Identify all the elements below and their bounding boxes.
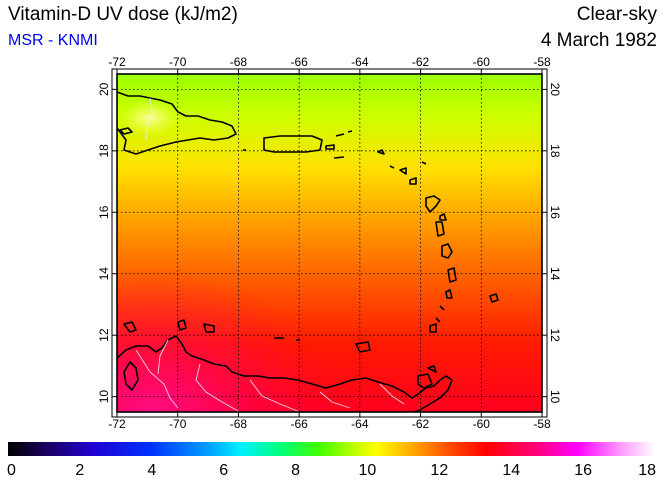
grenadines (435, 305, 445, 323)
credit-label: MSR - KNMI (8, 32, 98, 49)
colorbar-tick-label: 8 (291, 462, 300, 479)
st-vincent (445, 289, 453, 299)
vieques-island (325, 144, 335, 150)
margarita (355, 341, 371, 353)
map-outer-frame (111, 68, 548, 418)
map-axis-labels: -72 -72 -70 -70 -68 -68 -66 -66 -64 -64 -62 -62 -60 -… (97, 55, 562, 431)
colorbar-ticks: 0 2 4 6 8 10 12 14 16 18 (7, 462, 656, 479)
lat-label-right: 12 (548, 329, 562, 343)
colorbar-tick-label: 16 (574, 462, 592, 479)
lat-label-left: 20 (97, 82, 111, 96)
lon-label-bottom: -58 (533, 417, 551, 431)
lon-label-top: -64 (351, 55, 369, 69)
lon-label-top: -72 (108, 55, 126, 69)
map-title: Vitamin-D UV dose (kJ/m2) (8, 4, 238, 25)
coastlines (116, 91, 499, 413)
lat-label-left: 10 (97, 390, 111, 404)
lat-label-right: 10 (548, 390, 562, 404)
tobago (427, 365, 437, 373)
puerto-rico-coast (263, 135, 323, 153)
los-roques (274, 337, 300, 341)
graticule (112, 69, 547, 417)
lat-label-right: 18 (548, 144, 562, 158)
colorbar-tick-label: 18 (638, 462, 656, 479)
lon-label-bottom: -70 (169, 417, 187, 431)
barbuda (399, 167, 407, 175)
bonaire (203, 323, 215, 333)
anguilla-stmartin (377, 149, 385, 155)
st-lucia (447, 267, 457, 283)
grenada (429, 323, 437, 333)
colorbar-tick-label: 10 (359, 462, 377, 479)
lat-label-left: 18 (97, 144, 111, 158)
curacao (177, 319, 187, 331)
lon-label-top: -62 (412, 55, 430, 69)
lon-label-bottom: -64 (351, 417, 369, 431)
lon-label-bottom: -68 (230, 417, 248, 431)
montserrat-nevis (389, 161, 427, 169)
lon-label-top: -66 (290, 55, 308, 69)
colorbar-tick-label: 0 (7, 462, 16, 479)
lon-label-top: -58 (533, 55, 551, 69)
lon-label-bottom: -72 (108, 417, 126, 431)
lat-label-right: 16 (548, 206, 562, 220)
barbados (489, 293, 499, 303)
marie-galante (439, 213, 447, 221)
lon-label-bottom: -62 (412, 417, 430, 431)
martinique (441, 243, 453, 259)
gonave-island (119, 127, 133, 135)
colorbar-tick-label: 2 (75, 462, 84, 479)
lon-label-top: -68 (230, 55, 248, 69)
antigua (409, 177, 417, 185)
guadeloupe (425, 195, 441, 213)
sky-condition-label: Clear-sky (576, 4, 657, 25)
lake-maracaibo (123, 361, 139, 391)
country-borders (135, 97, 405, 413)
colorbar-tick-label: 12 (430, 462, 448, 479)
lon-label-bottom: -66 (290, 417, 308, 431)
colorbar-tick-label: 6 (219, 462, 228, 479)
lat-label-left: 12 (97, 328, 111, 342)
south-america-coast (116, 335, 453, 413)
dominica (435, 221, 445, 237)
lat-label-left: 16 (97, 205, 111, 219)
uv-field-south-maximum (117, 74, 542, 412)
lat-label-right: 14 (548, 267, 562, 281)
lon-label-top: -60 (473, 55, 491, 69)
trinidad (417, 373, 433, 389)
hispaniola-coast (116, 91, 237, 155)
colorbar (8, 442, 655, 456)
lat-label-right: 20 (548, 83, 562, 97)
date-label: 4 March 1982 (540, 30, 657, 51)
aruba (123, 321, 137, 333)
virgin-islands (333, 130, 353, 159)
lon-label-top: -70 (169, 55, 187, 69)
lon-label-bottom: -60 (473, 417, 491, 431)
map-frame (116, 73, 543, 413)
colorbar-tick-label: 4 (147, 462, 156, 479)
colorbar-tick-label: 14 (502, 462, 520, 479)
lat-label-left: 14 (97, 267, 111, 281)
